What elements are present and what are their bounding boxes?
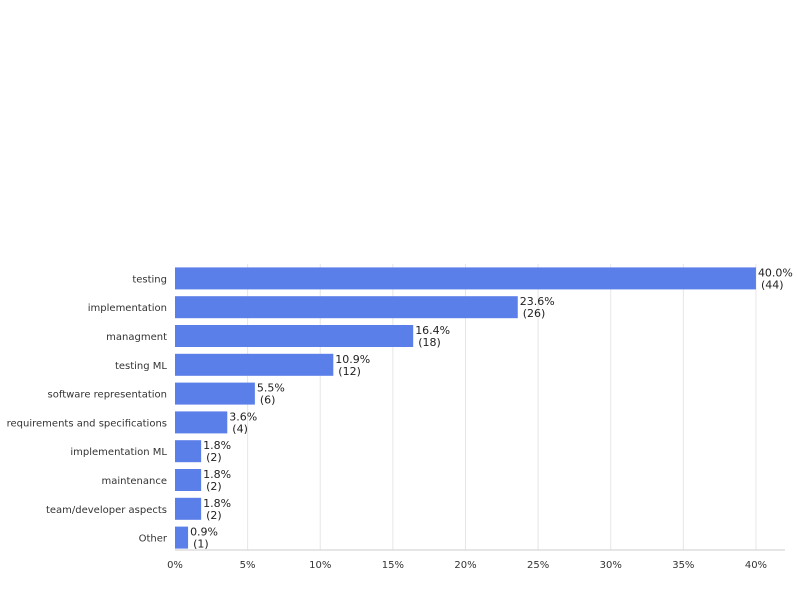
x-tick-label: 25% [527, 560, 549, 571]
category-label: team/developer aspects [46, 505, 167, 516]
x-tick-label: 0% [167, 560, 183, 571]
x-tick-label: 40% [745, 560, 767, 571]
category-label: software representation [48, 390, 167, 401]
bar [175, 353, 334, 376]
percent-label: 5.5% [257, 382, 285, 395]
bars [175, 267, 756, 549]
percent-label: 1.8% [203, 497, 231, 510]
bar [175, 526, 189, 549]
data-labels: 40.0% (44) 23.6% (26) 16.4% (18) 10.9% (12)… [190, 266, 793, 550]
bar [175, 382, 255, 405]
bar [175, 497, 202, 520]
bar [175, 267, 756, 290]
count-label: (18) [418, 336, 441, 349]
percent-label: 1.8% [203, 439, 231, 452]
category-label: testing ML [115, 361, 167, 372]
bar [175, 411, 228, 434]
category-label: requirements and specifications [7, 418, 167, 429]
bar [175, 440, 202, 463]
x-tick-label: 15% [382, 560, 404, 571]
bar [175, 469, 202, 491]
category-label: managment [106, 332, 167, 343]
percent-label: 3.6% [229, 410, 257, 423]
category-label: testing [132, 274, 167, 285]
percent-label: 10.9% [335, 353, 370, 366]
bar [175, 296, 518, 319]
category-label: maintenance [101, 476, 167, 487]
count-label: (1) [193, 538, 209, 551]
x-tick-label: 10% [309, 560, 331, 571]
percent-label: 0.9% [190, 526, 218, 539]
count-label: (4) [232, 422, 248, 435]
category-labels: testing implementation managment testing ML… [7, 274, 168, 544]
x-tick-label: 20% [454, 560, 476, 571]
percent-label: 16.4% [415, 324, 450, 337]
bar [175, 325, 414, 347]
count-label: (26) [523, 307, 546, 320]
percent-label: 1.8% [203, 468, 231, 481]
percent-label: 23.6% [520, 295, 555, 308]
count-label: (6) [260, 394, 276, 407]
x-axis-ticks: 0% 5% 10% 15% 20% 25% 30% 35% 40% [167, 560, 767, 571]
category-label: Other [139, 534, 168, 545]
count-label: (2) [206, 480, 222, 493]
count-label: (44) [761, 278, 784, 291]
count-label: (2) [206, 509, 222, 522]
category-label: implementation ML [70, 447, 167, 458]
category-label: implementation [88, 303, 167, 314]
count-label: (2) [206, 451, 222, 464]
x-tick-label: 30% [600, 560, 622, 571]
x-tick-label: 5% [240, 560, 256, 571]
x-tick-label: 35% [672, 560, 694, 571]
percent-label: 40.0% [758, 266, 793, 279]
count-label: (12) [338, 365, 361, 378]
